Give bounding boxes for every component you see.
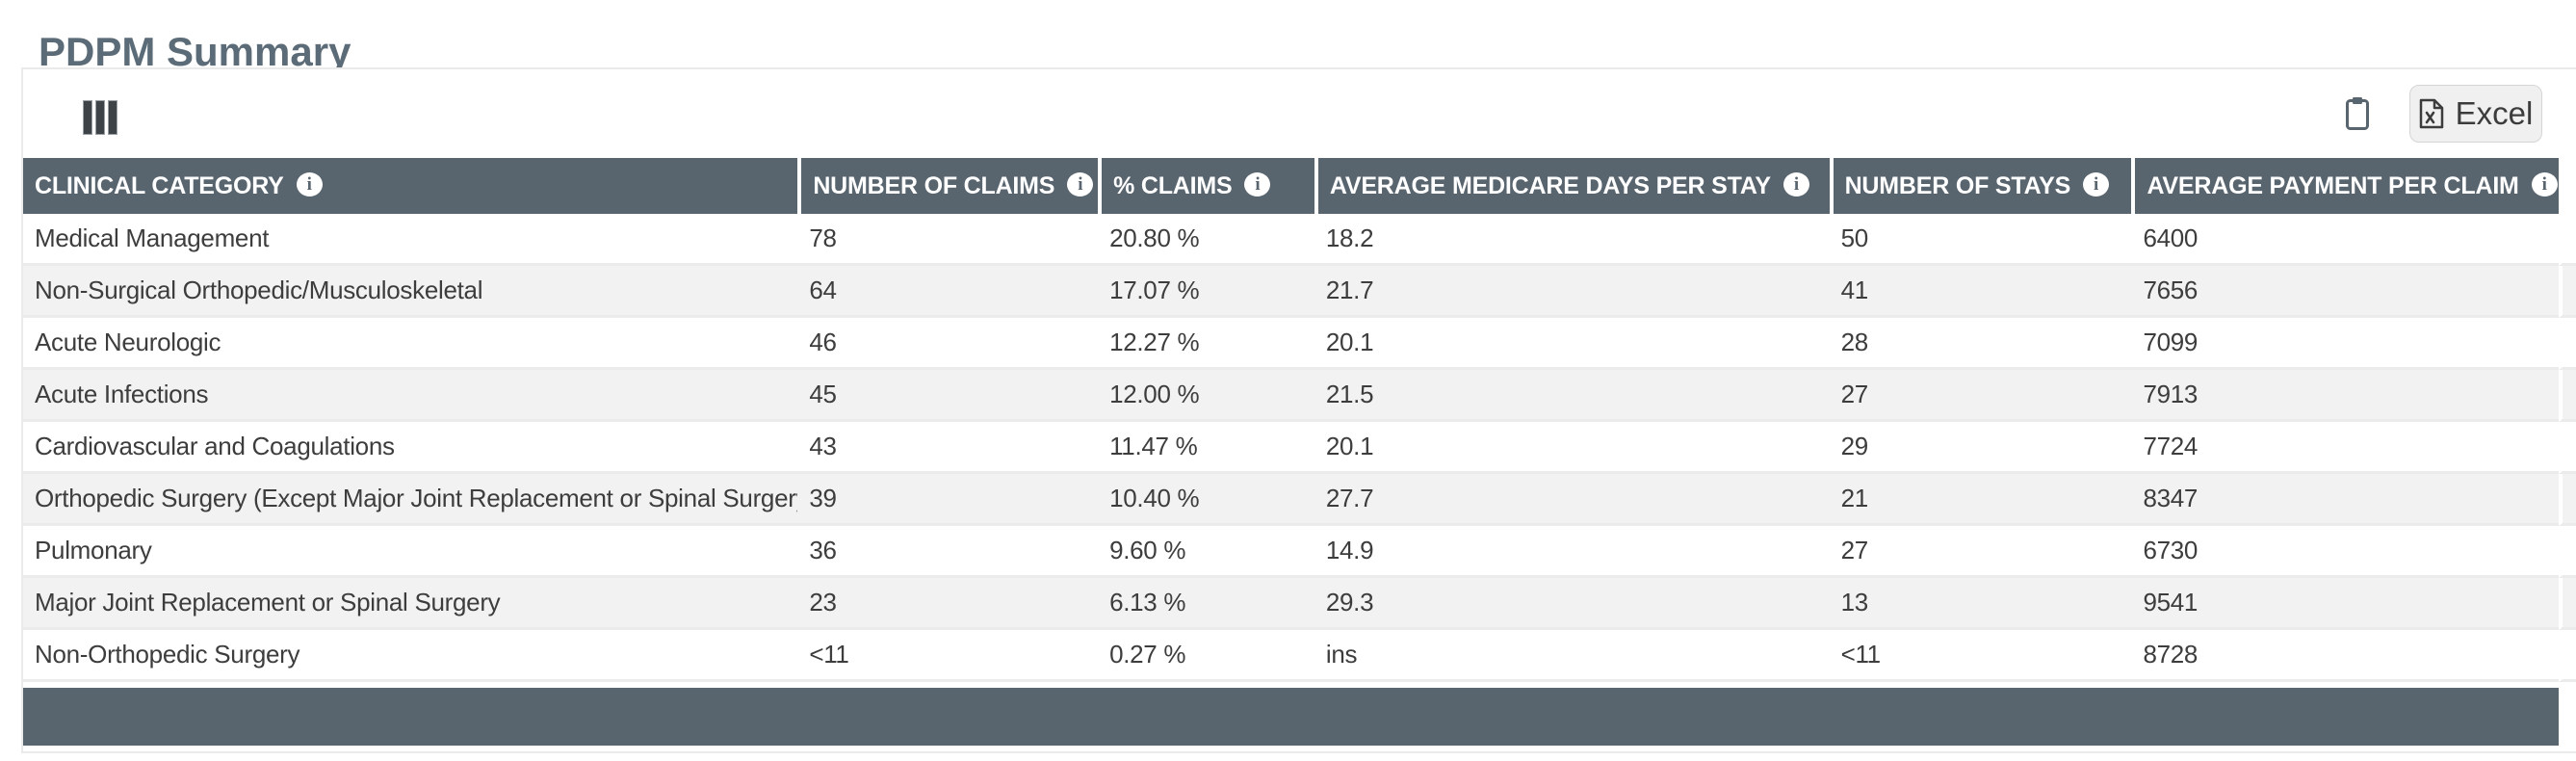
cell-number-of-stays: 29 xyxy=(1829,422,2132,474)
copy-to-clipboard-icon[interactable] xyxy=(2346,96,2369,131)
row-spacer xyxy=(2558,630,2576,682)
cell-number-of-stays: 13 xyxy=(1829,578,2132,630)
cell-avg-medicare-days: 18.2 xyxy=(1314,214,1830,266)
row-spacer xyxy=(2558,578,2576,630)
cell-pct-claims: 9.60 % xyxy=(1098,526,1314,578)
info-icon[interactable]: i xyxy=(1782,172,1809,197)
cell-pct-claims: 10.40 % xyxy=(1098,474,1314,526)
row-spacer xyxy=(2558,266,2576,318)
table-row: Cardiovascular and Coagulations 43 11.47… xyxy=(23,422,2576,474)
table-row: Acute Neurologic 46 12.27 % 20.1 28 7099 xyxy=(23,318,2576,370)
cell-clinical-category: Non-Orthopedic Surgery xyxy=(23,630,798,682)
table-row: Orthopedic Surgery (Except Major Joint R… xyxy=(23,474,2576,526)
cell-avg-payment: 7656 xyxy=(2131,266,2559,318)
toolbar-export-group: Excel xyxy=(2346,69,2542,158)
cell-avg-medicare-days: 21.5 xyxy=(1314,370,1830,422)
excel-file-icon xyxy=(2419,98,2444,129)
column-header-pct-claims[interactable]: % CLAIMS i xyxy=(1098,158,1314,214)
cell-number-of-claims: 78 xyxy=(797,214,1099,266)
cell-number-of-stays: 28 xyxy=(1829,318,2132,370)
cell-avg-medicare-days: 14.9 xyxy=(1314,526,1830,578)
cell-avg-medicare-days: 29.3 xyxy=(1314,578,1830,630)
excel-button-label: Excel xyxy=(2455,95,2534,131)
pdpm-summary-table: CLINICAL CATEGORY i NUMBER OF CLAIMS i % C… xyxy=(23,158,2576,682)
page-title: PDPM Summary xyxy=(39,29,351,75)
table-row: Major Joint Replacement or Spinal Surger… xyxy=(23,578,2576,630)
cell-pct-claims: 11.47 % xyxy=(1098,422,1314,474)
cell-number-of-claims: 46 xyxy=(797,318,1099,370)
cell-clinical-category: Pulmonary xyxy=(23,526,798,578)
cell-number-of-claims: 39 xyxy=(797,474,1099,526)
cell-avg-payment: 9541 xyxy=(2131,578,2559,630)
cell-clinical-category: Major Joint Replacement or Spinal Surger… xyxy=(23,578,798,630)
cell-avg-payment: 6730 xyxy=(2131,526,2559,578)
column-header-number-of-claims[interactable]: NUMBER OF CLAIMS i xyxy=(797,158,1099,214)
cell-avg-payment: 7913 xyxy=(2131,370,2559,422)
cell-avg-medicare-days: 20.1 xyxy=(1314,422,1830,474)
cell-avg-payment: 8347 xyxy=(2131,474,2559,526)
cell-pct-claims: 12.27 % xyxy=(1098,318,1314,370)
info-icon[interactable]: i xyxy=(2531,172,2558,197)
cell-clinical-category: Non-Surgical Orthopedic/Musculoskeletal xyxy=(23,266,798,318)
cell-pct-claims: 6.13 % xyxy=(1098,578,1314,630)
column-header-avg-payment-per-claim[interactable]: AVERAGE PAYMENT PER CLAIM i xyxy=(2131,158,2559,214)
table-row: Non-Surgical Orthopedic/Musculoskeletal … xyxy=(23,266,2576,318)
cell-number-of-claims: 36 xyxy=(797,526,1099,578)
row-spacer xyxy=(2558,474,2576,526)
row-spacer xyxy=(2558,526,2576,578)
cell-number-of-stays: 21 xyxy=(1829,474,2132,526)
cell-number-of-claims: 23 xyxy=(797,578,1099,630)
column-header-number-of-stays[interactable]: NUMBER OF STAYS i xyxy=(1829,158,2132,214)
cell-number-of-stays: 41 xyxy=(1829,266,2132,318)
cell-avg-payment: 8728 xyxy=(2131,630,2559,682)
cell-avg-medicare-days: 20.1 xyxy=(1314,318,1830,370)
table-row: Pulmonary 36 9.60 % 14.9 27 6730 xyxy=(23,526,2576,578)
row-spacer xyxy=(2558,318,2576,370)
info-icon[interactable]: i xyxy=(296,172,323,197)
cell-pct-claims: 0.27 % xyxy=(1098,630,1314,682)
export-excel-button[interactable]: Excel xyxy=(2409,85,2542,143)
table-row: Medical Management 78 20.80 % 18.2 50 64… xyxy=(23,214,2576,266)
cell-number-of-stays: 50 xyxy=(1829,214,2132,266)
cell-number-of-claims: <11 xyxy=(797,630,1099,682)
row-spacer xyxy=(2558,214,2576,266)
cell-avg-payment: 6400 xyxy=(2131,214,2559,266)
info-icon[interactable]: i xyxy=(2083,172,2110,197)
pdpm-summary-card: Excel CLINICAL CATEGORY i NUMBER OF CLAIM… xyxy=(21,67,2576,753)
cell-number-of-claims: 43 xyxy=(797,422,1099,474)
row-spacer xyxy=(2558,370,2576,422)
table-toolbar: Excel xyxy=(23,69,2576,158)
column-header-avg-medicare-days-per-stay[interactable]: AVERAGE MEDICARE DAYS PER STAY i xyxy=(1314,158,1830,214)
row-spacer xyxy=(2558,422,2576,474)
cell-number-of-stays: <11 xyxy=(1829,630,2132,682)
column-header-clinical-category[interactable]: CLINICAL CATEGORY i xyxy=(23,158,798,214)
cell-clinical-category: Cardiovascular and Coagulations xyxy=(23,422,798,474)
cell-avg-medicare-days: 27.7 xyxy=(1314,474,1830,526)
cell-avg-payment: 7724 xyxy=(2131,422,2559,474)
cell-number-of-stays: 27 xyxy=(1829,526,2132,578)
cell-clinical-category: Medical Management xyxy=(23,214,798,266)
info-icon[interactable]: i xyxy=(1244,172,1271,197)
cell-number-of-claims: 64 xyxy=(797,266,1099,318)
table-header-row: CLINICAL CATEGORY i NUMBER OF CLAIMS i % C… xyxy=(23,158,2576,214)
cell-clinical-category: Acute Infections xyxy=(23,370,798,422)
table-row: Acute Infections 45 12.00 % 21.5 27 7913 xyxy=(23,370,2576,422)
cell-avg-payment: 7099 xyxy=(2131,318,2559,370)
cell-number-of-stays: 27 xyxy=(1829,370,2132,422)
cell-number-of-claims: 45 xyxy=(797,370,1099,422)
column-grip-icon[interactable] xyxy=(84,101,117,134)
cell-pct-claims: 20.80 % xyxy=(1098,214,1314,266)
cell-clinical-category: Acute Neurologic xyxy=(23,318,798,370)
table-footer-bar xyxy=(23,688,2559,746)
table-row: Non-Orthopedic Surgery <11 0.27 % ins <1… xyxy=(23,630,2576,682)
cell-clinical-category: Orthopedic Surgery (Except Major Joint R… xyxy=(23,474,798,526)
header-spacer xyxy=(2559,158,2576,214)
cell-pct-claims: 12.00 % xyxy=(1098,370,1314,422)
cell-avg-medicare-days: ins xyxy=(1314,630,1830,682)
cell-avg-medicare-days: 21.7 xyxy=(1314,266,1830,318)
info-icon[interactable]: i xyxy=(1067,172,1094,197)
cell-pct-claims: 17.07 % xyxy=(1098,266,1314,318)
